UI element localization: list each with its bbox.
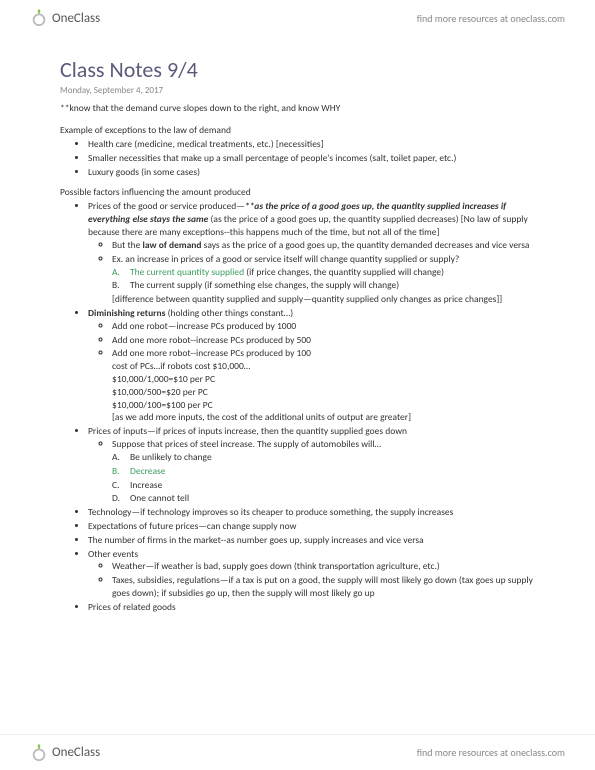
list-item: Prices of related goods [88, 601, 535, 614]
option-paren: (if price changes, the quantity supplied… [244, 266, 444, 278]
option-item: D.One cannot tell [112, 492, 535, 505]
list-item: Suppose that prices of steel increase. T… [112, 438, 535, 505]
footer-tagline: find more resources at oneclass.com [417, 746, 565, 759]
logo: OneClass [30, 9, 100, 27]
text-run: Prices of inputs—if prices of inputs inc… [88, 425, 407, 437]
page-title: Class Notes 9/4 [60, 56, 535, 83]
text-run: Ex. an increase in prices of a good or s… [112, 253, 459, 265]
list-item: Luxury goods (in some cases) [88, 166, 535, 179]
list-item: Add one robot—increase PCs produced by 1… [112, 320, 535, 333]
text-run: $10,000/500=$20 per PC [112, 386, 208, 398]
option-letter: A. [112, 266, 130, 279]
list-item: The number of firms in the market--as nu… [88, 534, 535, 547]
text-run: Other events [88, 548, 138, 560]
page-footer: OneClass find more resources at oneclass… [0, 734, 595, 770]
text-run: says as the price of a good goes up, the… [201, 239, 529, 251]
option-text: The current quantity supplied [130, 266, 244, 278]
list-item: Prices of the good or service produced—*… [88, 200, 535, 306]
header-tagline: find more resources at oneclass.com [417, 12, 565, 25]
oneclass-logo-icon [30, 9, 48, 27]
text-run: Add one more robot--increase PCs produce… [112, 347, 311, 359]
option-letter: C. [112, 479, 130, 492]
section2-heading: Possible factors influencing the amount … [60, 186, 535, 198]
text-run: (holding other things constant…) [165, 307, 293, 319]
section1-heading: Example of exceptions to the law of dema… [60, 124, 535, 136]
option-text: Increase [130, 479, 162, 491]
list-item: Ex. an increase in prices of a good or s… [112, 253, 535, 306]
option-a: A.The current quantity supplied (if pric… [112, 266, 535, 279]
list-item: Add one more robot--increase PCs produce… [112, 347, 535, 424]
text-run: But the [112, 239, 143, 251]
option-letter: A. [112, 451, 130, 464]
logo: OneClass [30, 744, 100, 762]
option-b: B.The current supply (if something else … [112, 279, 535, 292]
bold-run: law of demand [143, 239, 202, 251]
list-item: Prices of inputs—if prices of inputs inc… [88, 425, 535, 505]
bold-run: Diminishing returns [88, 307, 165, 319]
list-item: Expectations of future prices—can change… [88, 520, 535, 533]
option-text: Decrease [130, 465, 166, 477]
list-item: But the law of demand says as the price … [112, 239, 535, 252]
list-item: Weather—if weather is bad, supply goes d… [112, 560, 535, 573]
tagline-prefix: find more resources at [417, 12, 511, 25]
tagline-link[interactable]: oneclass.com [510, 746, 565, 759]
option-item: B.Decrease [112, 465, 535, 478]
logo-text: OneClass [52, 11, 100, 26]
document-content: Class Notes 9/4 Monday, September 4, 201… [0, 36, 595, 655]
list-item: Diminishing returns (holding other thing… [88, 307, 535, 424]
option-item: A.Be unlikely to change [112, 451, 535, 464]
intro-line: **know that the demand curve slopes down… [60, 102, 535, 114]
option-letter: B. [112, 465, 130, 478]
section2-list: Prices of the good or service produced—*… [60, 200, 535, 613]
section1-list: Health care (medicine, medical treatment… [60, 138, 535, 178]
option-text: Be unlikely to change [130, 451, 212, 463]
date-line: Monday, September 4, 2017 [60, 85, 535, 96]
option-text: The current supply (if something else ch… [130, 279, 399, 291]
list-item: Smaller necessities that make up a small… [88, 152, 535, 165]
option-letter: B. [112, 279, 130, 292]
page-header: OneClass find more resources at oneclass… [0, 0, 595, 36]
oneclass-logo-icon [30, 744, 48, 762]
text-run: Prices of the good or service produced— [88, 200, 245, 212]
text-run: Suppose that prices of steel increase. T… [112, 438, 381, 450]
option-item: C.Increase [112, 479, 535, 492]
tagline-prefix: find more resources at [417, 746, 511, 759]
tagline-link[interactable]: oneclass.com [510, 12, 565, 25]
text-run: $10,000/100=$100 per PC [112, 399, 213, 411]
list-item: Health care (medicine, medical treatment… [88, 138, 535, 151]
text-run: $10,000/1,000=$10 per PC [112, 373, 215, 385]
text-run: [as we add more inputs, the cost of the … [112, 411, 411, 423]
option-text: One cannot tell [130, 492, 189, 504]
list-item: Other events Weather—if weather is bad, … [88, 548, 535, 600]
text-run: cost of PCs…if robots cost $10,000… [112, 360, 250, 372]
list-item: Taxes, subsidies, regulations—if a tax i… [112, 574, 535, 600]
logo-text: OneClass [52, 745, 100, 760]
list-item: Technology—if technology improves so its… [88, 506, 535, 519]
option-note: [difference between quantity supplied an… [112, 293, 535, 306]
list-item: Add one more robot--increase PCs produce… [112, 334, 535, 347]
option-letter: D. [112, 492, 130, 505]
